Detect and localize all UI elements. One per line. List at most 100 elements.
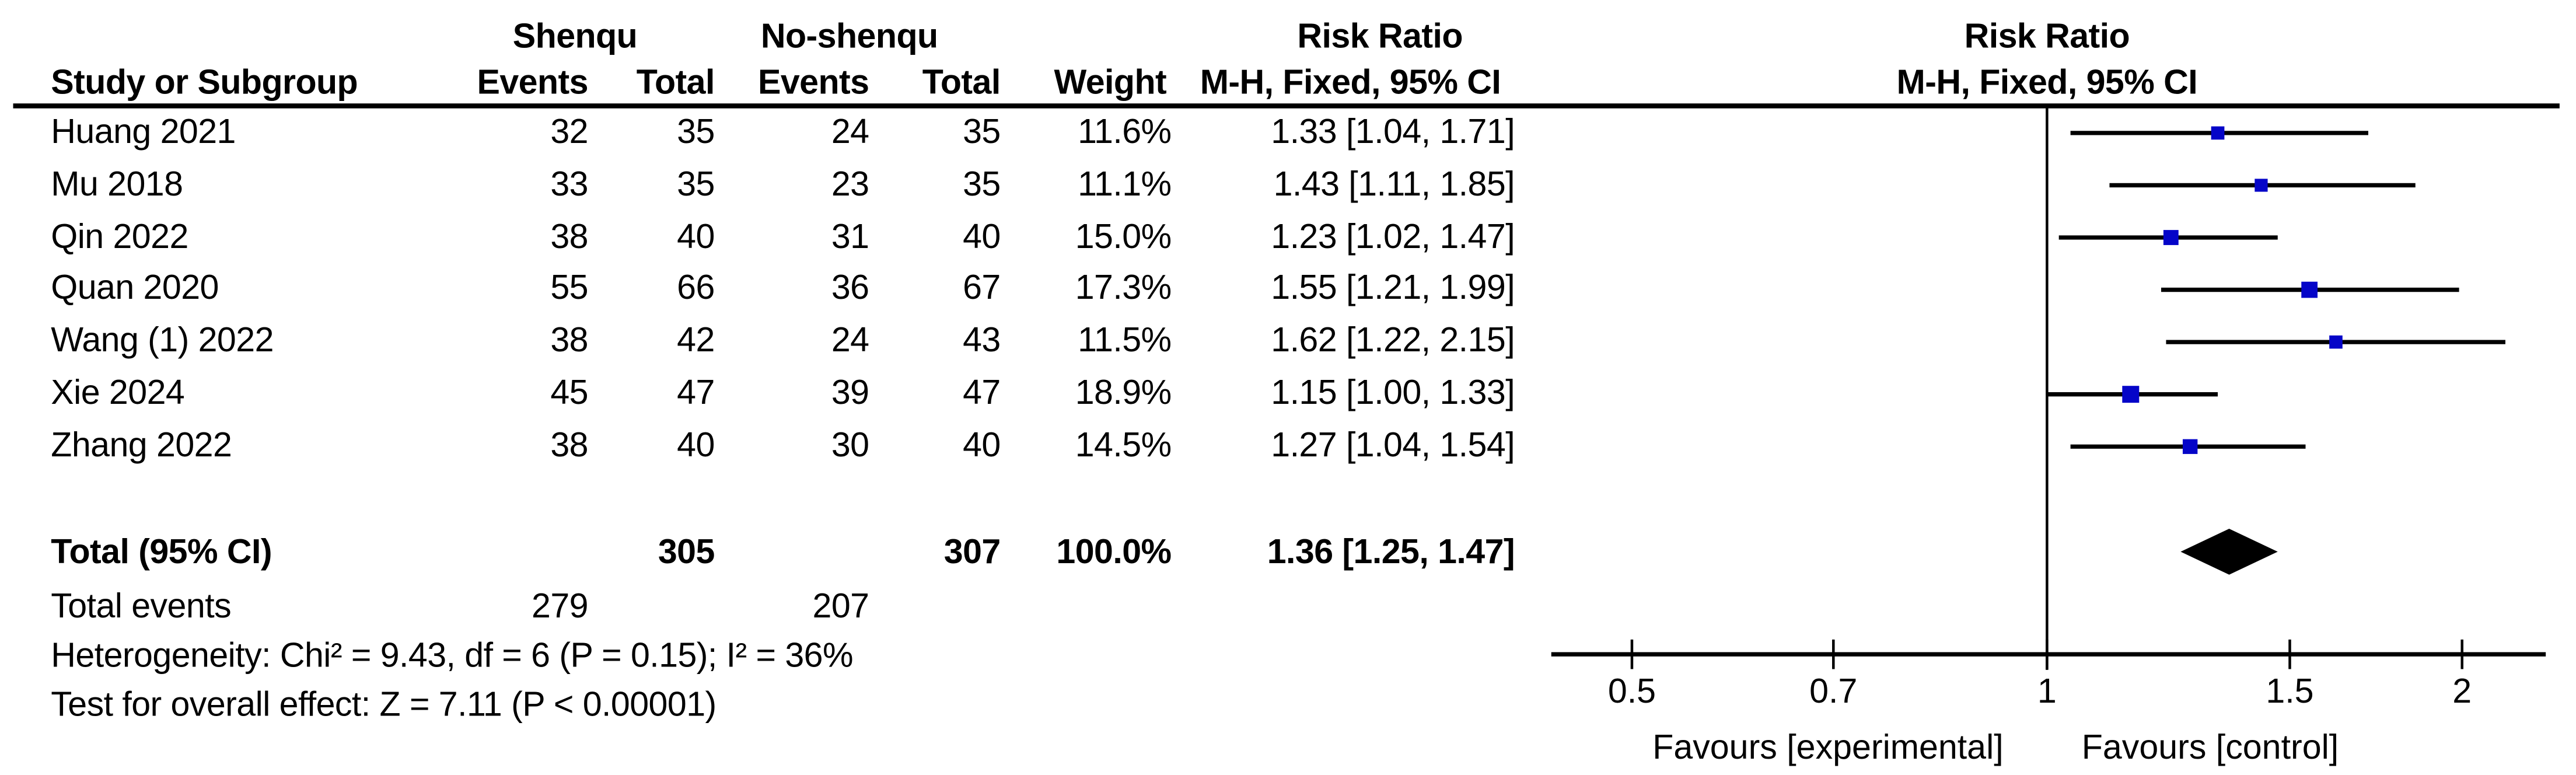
axis-tick-label: 2 [2452,673,2472,711]
total-exp: 305 [658,533,715,572]
exp-total: 47 [677,374,715,413]
total-label: Total (95% CI) [51,533,272,572]
weight: 15.0% [1075,218,1172,256]
ctrl-total: 47 [963,374,1001,413]
axis-tick-label: 0.7 [1809,673,1858,711]
effect-marker [2255,179,2268,192]
exp-total: 35 [677,113,715,151]
ctrl-total: 35 [963,166,1001,204]
ctrl-events: 24 [831,113,869,151]
header-method-plot: M-H, Fixed, 95% CI [1896,64,2198,102]
risk-ratio-ci: 1.62 [1.22, 2.15] [1271,322,1515,360]
header-col-total-ctrl: Total [922,64,1001,102]
effect-marker [2163,230,2179,245]
exp-events: 38 [550,427,589,465]
study-name: Quan 2020 [51,269,219,308]
total-events-exp: 279 [532,588,589,626]
ctrl-total: 43 [963,322,1001,360]
total-ctrl: 307 [943,533,1001,572]
ctrl-events: 39 [831,374,869,413]
weight: 11.5% [1078,322,1172,360]
effect-marker [2182,439,2198,454]
risk-ratio-ci: 1.23 [1.02, 1.47] [1271,218,1515,256]
header-rule [13,103,2560,109]
risk-ratio-ci: 1.15 [1.00, 1.33] [1271,374,1515,413]
exp-total: 40 [677,218,715,256]
axis-tick-label: 1.5 [2266,673,2314,711]
total-risk-ratio-ci: 1.36 [1.25, 1.47] [1267,533,1515,572]
study-name: Qin 2022 [51,218,188,256]
header-group-experimental: Shenqu [512,18,638,56]
total-events-label: Total events [51,588,232,626]
study-row: Zhang 2022 38 40 30 40 14.5% 1.27 [1.04,… [0,425,2576,468]
total-events-row: Total events 279 207 [0,586,2576,629]
weight: 14.5% [1075,427,1172,465]
study-row: Mu 2018 33 35 23 35 11.1% 1.43 [1.11, 1.… [0,164,2576,207]
header-col-events-exp: Events [477,64,589,102]
exp-total: 35 [677,166,715,204]
weight: 17.3% [1075,269,1172,308]
study-row: Huang 2021 32 35 24 35 11.6% 1.33 [1.04,… [0,111,2576,154]
study-row: Xie 2024 45 47 39 47 18.9% 1.15 [1.00, 1… [0,373,2576,416]
study-name: Huang 2021 [51,113,236,151]
ctrl-events: 24 [831,322,869,360]
total-events-ctrl: 207 [812,588,869,626]
heterogeneity-row: Heterogeneity: Chi² = 9.43, df = 6 (P = … [0,636,2576,678]
study-name: Mu 2018 [51,166,183,204]
weight: 18.9% [1075,374,1172,413]
favours-experimental-label: Favours [experimental] [1652,729,2004,767]
header-group-control: No-shenqu [760,18,938,56]
exp-total: 66 [677,269,715,308]
overall-effect-row: Test for overall effect: Z = 7.11 (P < 0… [0,685,2576,727]
study-name: Zhang 2022 [51,427,232,465]
header-col-total-exp: Total [636,64,715,102]
study-row: Wang (1) 2022 38 42 24 43 11.5% 1.62 [1.… [0,320,2576,363]
ctrl-total: 40 [963,218,1001,256]
exp-total: 40 [677,427,715,465]
study-row: Qin 2022 38 40 31 40 15.0% 1.23 [1.02, 1… [0,217,2576,259]
header-effect-table: Risk Ratio [1297,18,1463,56]
overall-effect-text: Test for overall effect: Z = 7.11 (P < 0… [51,686,716,724]
header-col-study: Study or Subgroup [51,64,358,102]
favours-control-label: Favours [control] [2081,729,2339,767]
header-col-events-ctrl: Events [757,64,869,102]
ctrl-events: 23 [831,166,869,204]
exp-events: 32 [550,113,589,151]
exp-events: 45 [550,374,589,413]
exp-events: 38 [550,218,589,256]
risk-ratio-ci: 1.55 [1.21, 1.99] [1271,269,1515,308]
effect-marker [2122,386,2140,403]
exp-events: 55 [550,269,589,308]
header-method-table: M-H, Fixed, 95% CI [1200,64,1501,102]
study-name: Xie 2024 [51,374,185,413]
risk-ratio-ci: 1.33 [1.04, 1.71] [1271,113,1515,151]
header-col-weight: Weight [1054,64,1167,102]
exp-events: 33 [550,166,589,204]
effect-marker [2211,126,2225,140]
heterogeneity-text: Heterogeneity: Chi² = 9.43, df = 6 (P = … [51,637,854,675]
axis-tick-label: 1 [2037,673,2057,711]
ctrl-total: 67 [963,269,1001,308]
weight: 11.6% [1078,113,1172,151]
ctrl-events: 31 [831,218,869,256]
ctrl-events: 36 [831,269,869,308]
study-row: Quan 2020 55 66 36 67 17.3% 1.55 [1.21, … [0,268,2576,310]
effect-marker [2301,281,2318,298]
risk-ratio-ci: 1.27 [1.04, 1.54] [1271,427,1515,465]
study-name: Wang (1) 2022 [51,322,274,360]
header-effect-plot: Risk Ratio [1964,18,2130,56]
total-row: Total (95% CI) 305 307 100.0% 1.36 [1.25… [0,532,2576,575]
total-weight: 100.0% [1056,533,1172,572]
exp-total: 42 [677,322,715,360]
weight: 11.1% [1078,166,1172,204]
exp-events: 38 [550,322,589,360]
pooled-diamond [2180,528,2278,575]
effect-marker [2329,335,2343,349]
risk-ratio-ci: 1.43 [1.11, 1.85] [1273,166,1515,204]
axis-tick-label: 0.5 [1607,673,1656,711]
ctrl-events: 30 [831,427,869,465]
ctrl-total: 35 [963,113,1001,151]
ctrl-total: 40 [963,427,1001,465]
